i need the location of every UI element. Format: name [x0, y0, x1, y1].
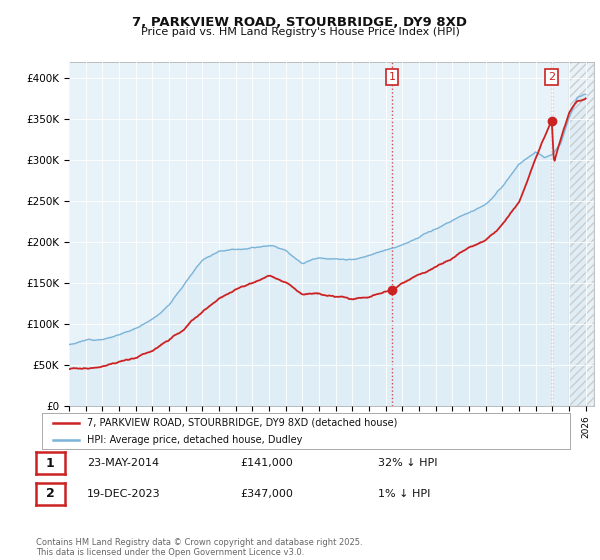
- Text: 2: 2: [548, 72, 555, 82]
- Text: 1: 1: [46, 456, 55, 470]
- Text: 1: 1: [389, 72, 395, 82]
- Text: 19-DEC-2023: 19-DEC-2023: [87, 489, 161, 499]
- Text: £347,000: £347,000: [240, 489, 293, 499]
- Text: 32% ↓ HPI: 32% ↓ HPI: [378, 458, 437, 468]
- Text: 7, PARKVIEW ROAD, STOURBRIDGE, DY9 8XD (detached house): 7, PARKVIEW ROAD, STOURBRIDGE, DY9 8XD (…: [87, 418, 397, 428]
- Text: Price paid vs. HM Land Registry's House Price Index (HPI): Price paid vs. HM Land Registry's House …: [140, 27, 460, 38]
- Text: Contains HM Land Registry data © Crown copyright and database right 2025.
This d: Contains HM Land Registry data © Crown c…: [36, 538, 362, 557]
- Text: £141,000: £141,000: [240, 458, 293, 468]
- Text: 1% ↓ HPI: 1% ↓ HPI: [378, 489, 430, 499]
- Text: 7, PARKVIEW ROAD, STOURBRIDGE, DY9 8XD: 7, PARKVIEW ROAD, STOURBRIDGE, DY9 8XD: [133, 16, 467, 29]
- Text: 23-MAY-2014: 23-MAY-2014: [87, 458, 159, 468]
- Text: 2: 2: [46, 487, 55, 501]
- Text: HPI: Average price, detached house, Dudley: HPI: Average price, detached house, Dudl…: [87, 435, 302, 445]
